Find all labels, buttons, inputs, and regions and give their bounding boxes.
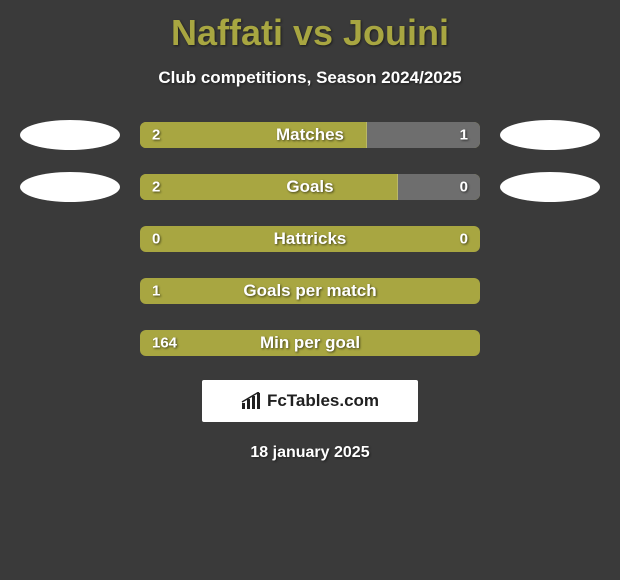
stat-value-left: 0 [152, 231, 160, 248]
stat-row: Goals 2 0 [0, 172, 620, 202]
page-title: Naffati vs Jouini [0, 0, 620, 54]
stat-row: Goals per match 1 [0, 276, 620, 306]
stat-value-left: 1 [152, 283, 160, 300]
stat-row: Min per goal 164 [0, 328, 620, 358]
stat-value-left: 2 [152, 127, 160, 144]
stat-label: Hattricks [274, 229, 347, 249]
stat-label: Min per goal [260, 333, 360, 353]
brand-label: FcTables.com [267, 391, 379, 411]
stats-container: Matches 2 1 Goals 2 0 Hattricks 0 0 Goals per mat… [0, 120, 620, 358]
page-subtitle: Club competitions, Season 2024/2025 [0, 68, 620, 88]
stat-bar: Matches 2 1 [140, 122, 480, 148]
stat-bar: Goals 2 0 [140, 174, 480, 200]
stat-bar: Goals per match 1 [140, 278, 480, 304]
stat-row: Hattricks 0 0 [0, 224, 620, 254]
player-right-marker [500, 172, 600, 202]
stat-value-left: 164 [152, 335, 177, 352]
stat-label: Matches [276, 125, 344, 145]
player-left-marker [20, 120, 120, 150]
stat-value-right: 0 [460, 179, 468, 196]
player-right-marker [500, 120, 600, 150]
stat-value-right: 1 [460, 127, 468, 144]
stat-label: Goals [286, 177, 333, 197]
player-left-marker [20, 172, 120, 202]
stat-row: Matches 2 1 [0, 120, 620, 150]
date-label: 18 january 2025 [0, 444, 620, 462]
bar-chart-icon [241, 392, 263, 410]
stat-bar: Min per goal 164 [140, 330, 480, 356]
brand-badge: FcTables.com [202, 380, 418, 422]
stat-bar-left-segment [140, 174, 398, 200]
stat-value-left: 2 [152, 179, 160, 196]
stat-value-right: 0 [460, 231, 468, 248]
stat-label: Goals per match [243, 281, 376, 301]
stat-bar: Hattricks 0 0 [140, 226, 480, 252]
